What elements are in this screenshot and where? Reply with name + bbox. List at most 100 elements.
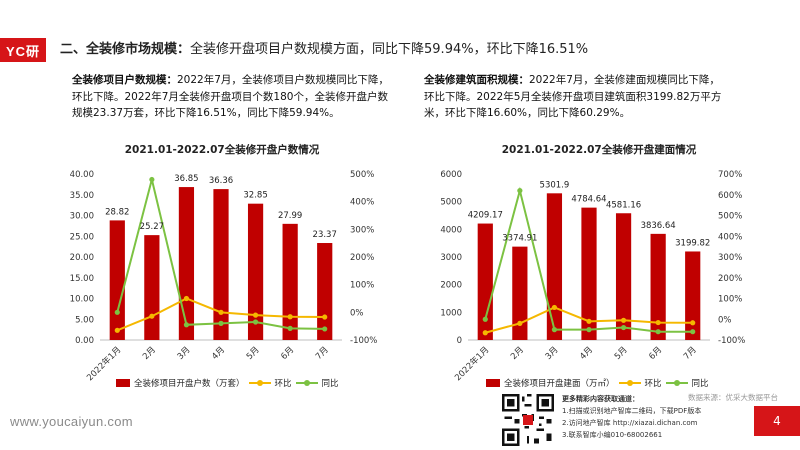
bar-value-label: 5301.9 — [540, 180, 570, 190]
download-notes-heading: 更多精彩内容获取通道： — [562, 395, 639, 403]
download-note-item[interactable]: 2.访问地产智库 http://xiazai.dichan.com — [562, 419, 698, 427]
mom-point — [287, 314, 293, 320]
qr-code-icon — [502, 394, 554, 446]
left-chart-title: 2021.01-2022.07全装修开盘户数情况 — [124, 144, 320, 156]
bar-value-label: 36.36 — [209, 176, 233, 186]
y-left-tick-label: 3000 — [440, 253, 462, 263]
x-tick-label: 6月 — [647, 345, 664, 362]
bar-value-label: 25.27 — [140, 222, 164, 232]
left-description-body: 2022年7月，全装修项目户数规模同比下降，环比下降。2022年7月全装修开盘项… — [72, 74, 389, 119]
y-right-tick-label: 700% — [718, 170, 742, 180]
yoy-point — [655, 329, 661, 335]
title-prefix: 二、全装修市场规模： — [60, 42, 191, 57]
yoy-point — [551, 327, 558, 333]
title-rest: 全装修开盘项目户数规模方面，同比下降59.94%，环比下降16.51% — [190, 42, 589, 57]
legend-yoy-swatch — [665, 380, 688, 386]
x-tick-label: 5月 — [613, 345, 630, 362]
mom-point — [586, 318, 592, 324]
x-tick-label: 3月 — [544, 345, 561, 362]
bar-value-label: 36.85 — [174, 174, 198, 184]
y-left-tick-label: 15.00 — [70, 274, 94, 284]
bar — [317, 243, 333, 340]
mom-point — [517, 320, 523, 326]
right-chart-legend: 全装修项目开盘建面（万㎡） 环比 同比 — [486, 377, 709, 389]
bar-value-label: 3374.91 — [502, 234, 537, 244]
y-right-tick-label: 200% — [350, 253, 374, 263]
y-left-tick-label: 2000 — [440, 281, 462, 291]
y-left-tick-label: 30.00 — [70, 212, 94, 222]
mom-point — [620, 317, 627, 323]
x-tick-label: 7月 — [682, 345, 699, 362]
y-right-tick-label: 400% — [350, 198, 374, 208]
bar — [144, 235, 160, 340]
x-tick-label: 5月 — [245, 345, 262, 362]
bar — [512, 246, 528, 340]
yoy-point — [218, 320, 224, 326]
y-right-tick-label: 0% — [350, 308, 364, 318]
y-left-tick-label: 0 — [457, 336, 462, 346]
page-title: 二、全装修市场规模：全装修开盘项目户数规模方面，同比下降59.94%，环比下降1… — [60, 38, 588, 62]
right-chart-title: 2021.01-2022.07全装修开盘建面情况 — [501, 144, 697, 156]
y-right-tick-label: 100% — [350, 281, 374, 291]
yoy-point — [183, 322, 190, 328]
y-right-tick-label: 0% — [718, 315, 732, 325]
left-description-heading: 全装修项目户数规模： — [72, 74, 177, 86]
download-note-item: 1.扫描或识别地产智库二维码，下载PDF版本 — [562, 407, 702, 415]
yoy-point — [620, 324, 627, 331]
bar — [650, 233, 666, 340]
y-left-tick-label: 1000 — [440, 308, 462, 318]
mom-point — [482, 330, 488, 336]
legend-mom-swatch — [248, 380, 271, 386]
mom-point — [218, 309, 224, 315]
yoy-point — [114, 309, 120, 315]
y-left-tick-label: 5000 — [440, 198, 462, 208]
legend-mom-label: 环比 — [274, 379, 292, 389]
bar-value-label: 3199.82 — [675, 238, 710, 248]
page-number: 4 — [754, 406, 800, 436]
bar — [685, 251, 701, 340]
bar-value-label: 23.37 — [313, 230, 337, 240]
bar-value-label: 27.99 — [278, 211, 302, 221]
legend-yoy-label: 同比 — [321, 379, 339, 389]
y-left-tick-label: 40.00 — [70, 170, 94, 180]
y-right-tick-label: -100% — [350, 336, 377, 346]
legend-bar-label: 全装修项目开盘户数（万套） — [134, 379, 245, 389]
x-tick-label: 4月 — [210, 345, 227, 362]
download-notes: 更多精彩内容获取通道： 1.扫描或识别地产智库二维码，下载PDF版本 2.访问地… — [562, 393, 701, 441]
floor-area-chart: 0 1000 2000 3000 4000 5000 6000 -100% 0% 100% 200%… — [440, 170, 745, 383]
bar — [581, 207, 597, 340]
y-right-tick-label: -100% — [718, 336, 745, 346]
households-chart: 0.00 5.00 10.00 15.00 20.00 25.00 30.00 35.00 40… — [70, 170, 378, 383]
y-right-tick-label: 100% — [718, 295, 742, 305]
y-right-tick-label: 400% — [718, 232, 742, 242]
bar — [615, 213, 632, 340]
bar — [109, 220, 125, 340]
y-left-tick-label: 35.00 — [70, 191, 94, 201]
x-tick-label: 4月 — [578, 345, 595, 362]
y-left-tick-label: 4000 — [440, 225, 462, 235]
data-source: 数据来源：优采大数据平台 — [688, 393, 778, 402]
legend-yoy-swatch — [295, 380, 318, 386]
legend-bar-swatch — [486, 379, 500, 387]
bar — [178, 187, 195, 340]
bar-value-label: 32.85 — [243, 191, 267, 201]
yoy-point — [149, 176, 155, 183]
left-description: 全装修项目户数规模：2022年7月，全装修项目户数规模同比下降，环比下降。202… — [72, 72, 390, 122]
brand-logo: YC研 — [0, 38, 46, 62]
mom-point — [690, 320, 696, 326]
y-left-tick-label: 0.00 — [75, 336, 94, 346]
y-right-tick-label: 500% — [350, 170, 374, 180]
legend-mom-swatch — [618, 380, 641, 386]
bar — [213, 189, 229, 340]
y-right-tick-label: 500% — [718, 212, 742, 222]
yoy-point — [690, 329, 696, 335]
x-tick-label: 6月 — [279, 345, 296, 362]
y-right-tick-label: 300% — [350, 225, 374, 235]
x-tick-label: 7月 — [314, 345, 331, 362]
right-description: 全装修建筑面积规模：2022年7月，全装修建面规模同比下降，环比下降。2022年… — [424, 72, 724, 122]
legend-bar-label: 全装修项目开盘建面（万㎡） — [504, 379, 615, 389]
website-url[interactable]: www.youcaiyun.com — [10, 414, 133, 429]
yoy-point — [287, 325, 293, 331]
yoy-point — [322, 326, 328, 332]
bar-value-label: 3836.64 — [641, 221, 676, 231]
